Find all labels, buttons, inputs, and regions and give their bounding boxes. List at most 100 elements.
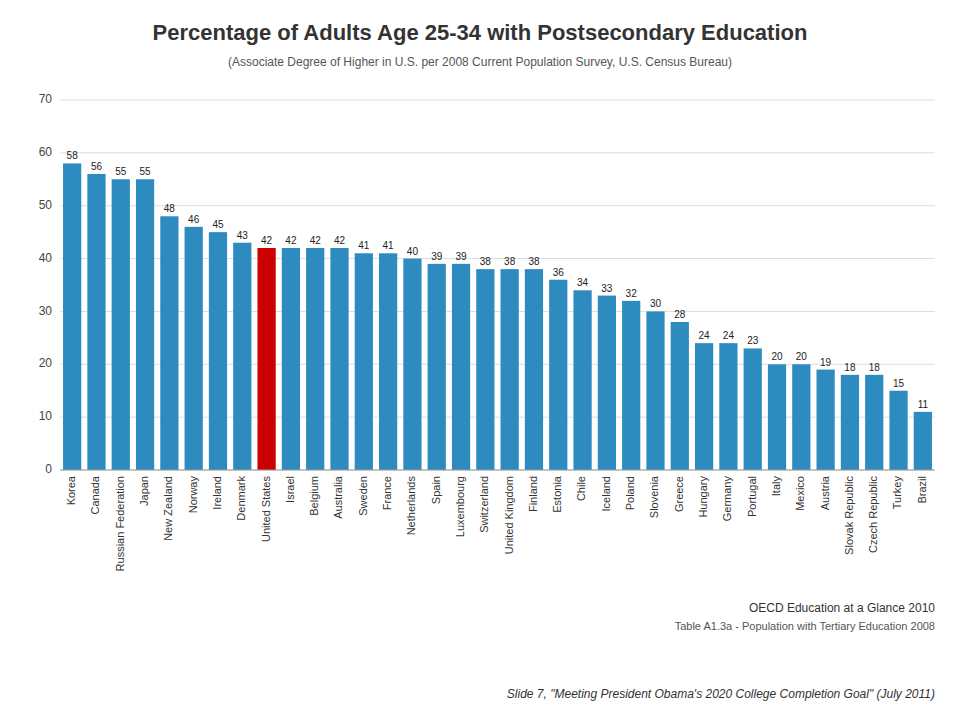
x-tick-label: Estonia [551, 475, 563, 513]
x-tick-label: Slovenia [648, 475, 660, 518]
chart-container: Percentage of Adults Age 25-34 with Post… [0, 0, 960, 720]
x-tick-label: Hungary [697, 476, 709, 518]
x-tick-label: Turkey [891, 476, 903, 510]
bar [403, 259, 421, 470]
x-tick-label: Greece [673, 476, 685, 512]
source-note: OECD Education at a Glance 2010 [749, 601, 935, 615]
chart-svg: Percentage of Adults Age 25-34 with Post… [0, 0, 960, 720]
y-tick-label: 0 [45, 462, 52, 476]
y-tick-label: 40 [39, 251, 53, 265]
x-tick-label: France [381, 476, 393, 510]
data-label: 18 [869, 362, 881, 373]
bar [768, 364, 786, 470]
data-label: 33 [601, 283, 613, 294]
data-label: 55 [140, 166, 152, 177]
bar [112, 179, 130, 470]
bar [646, 311, 664, 470]
bar [549, 280, 567, 470]
data-label: 42 [285, 235, 297, 246]
x-tick-label: Chile [575, 476, 587, 501]
bar [185, 227, 203, 470]
y-axis: 010203040506070 [39, 92, 935, 476]
x-tick-label: Poland [624, 476, 636, 510]
data-label: 19 [820, 357, 832, 368]
x-tick-label: Japan [138, 476, 150, 506]
x-tick-label: Korea [65, 475, 77, 505]
x-tick-label: Slovak Republic [843, 476, 855, 555]
bar [379, 253, 397, 470]
data-label: 45 [212, 219, 224, 230]
bars [63, 163, 932, 470]
data-label: 20 [771, 351, 783, 362]
bar [63, 163, 81, 470]
data-label: 30 [650, 298, 662, 309]
data-label: 41 [383, 240, 395, 251]
data-label: 58 [67, 150, 79, 161]
bar [719, 343, 737, 470]
bar [355, 253, 373, 470]
y-tick-label: 60 [39, 145, 53, 159]
bar [257, 248, 275, 470]
data-label: 24 [723, 330, 735, 341]
data-label: 39 [455, 251, 467, 262]
bar [525, 269, 543, 470]
data-label: 55 [115, 166, 127, 177]
bar [573, 290, 591, 470]
x-axis-line [60, 470, 935, 471]
bar [160, 216, 178, 470]
subtitle: (Associate Degree of Higher in U.S. per … [228, 55, 732, 69]
bar [744, 348, 762, 470]
x-tick-label: Switzerland [478, 476, 490, 533]
data-label: 42 [261, 235, 273, 246]
bar [428, 264, 446, 470]
data-label: 15 [893, 378, 905, 389]
data-label: 43 [237, 230, 249, 241]
bar [452, 264, 470, 470]
data-label: 40 [407, 246, 419, 257]
bar [476, 269, 494, 470]
grid-line [60, 100, 935, 101]
bar [914, 412, 932, 470]
bar [233, 243, 251, 470]
x-tick-label: United States [260, 476, 272, 543]
data-label: 23 [747, 335, 759, 346]
bar [330, 248, 348, 470]
title: Percentage of Adults Age 25-34 with Post… [153, 20, 808, 45]
data-label: 24 [699, 330, 711, 341]
x-tick-label: Germany [721, 476, 733, 522]
data-label: 42 [334, 235, 346, 246]
x-tick-label: Ireland [211, 476, 223, 510]
data-label: 39 [431, 251, 443, 262]
data-label: 18 [844, 362, 856, 373]
y-tick-label: 50 [39, 198, 53, 212]
data-label: 38 [528, 256, 540, 267]
annotations: OECD Education at a Glance 2010 Table A1.… [507, 601, 935, 701]
x-tick-label: Finland [527, 476, 539, 512]
x-axis: KoreaCanadaRussian FederationJapanNew Ze… [65, 475, 928, 571]
x-tick-label: Netherlands [405, 476, 417, 536]
data-label: 48 [164, 203, 176, 214]
x-tick-label: Russian Federation [114, 476, 126, 571]
x-tick-label: Belgium [308, 476, 320, 516]
bar [865, 375, 883, 470]
data-label: 34 [577, 277, 589, 288]
bar [87, 174, 105, 470]
x-tick-label: Iceland [600, 476, 612, 511]
x-tick-label: United Kingdom [503, 476, 515, 554]
x-tick-label: Portugal [746, 476, 758, 517]
grid-line [60, 152, 935, 153]
bar [622, 301, 640, 470]
x-tick-label: Austria [819, 475, 831, 510]
data-label: 38 [480, 256, 492, 267]
bar [209, 232, 227, 470]
data-label: 11 [918, 399, 929, 410]
x-tick-label: Canada [89, 475, 101, 514]
data-label: 36 [553, 267, 565, 278]
bar [792, 364, 810, 470]
bar [671, 322, 689, 470]
bar [136, 179, 154, 470]
grid-line [60, 470, 935, 471]
y-tick-label: 70 [39, 92, 53, 106]
source-note: Table A1.3a - Population with Tertiary E… [675, 620, 935, 632]
x-tick-label: Norway [187, 476, 199, 514]
